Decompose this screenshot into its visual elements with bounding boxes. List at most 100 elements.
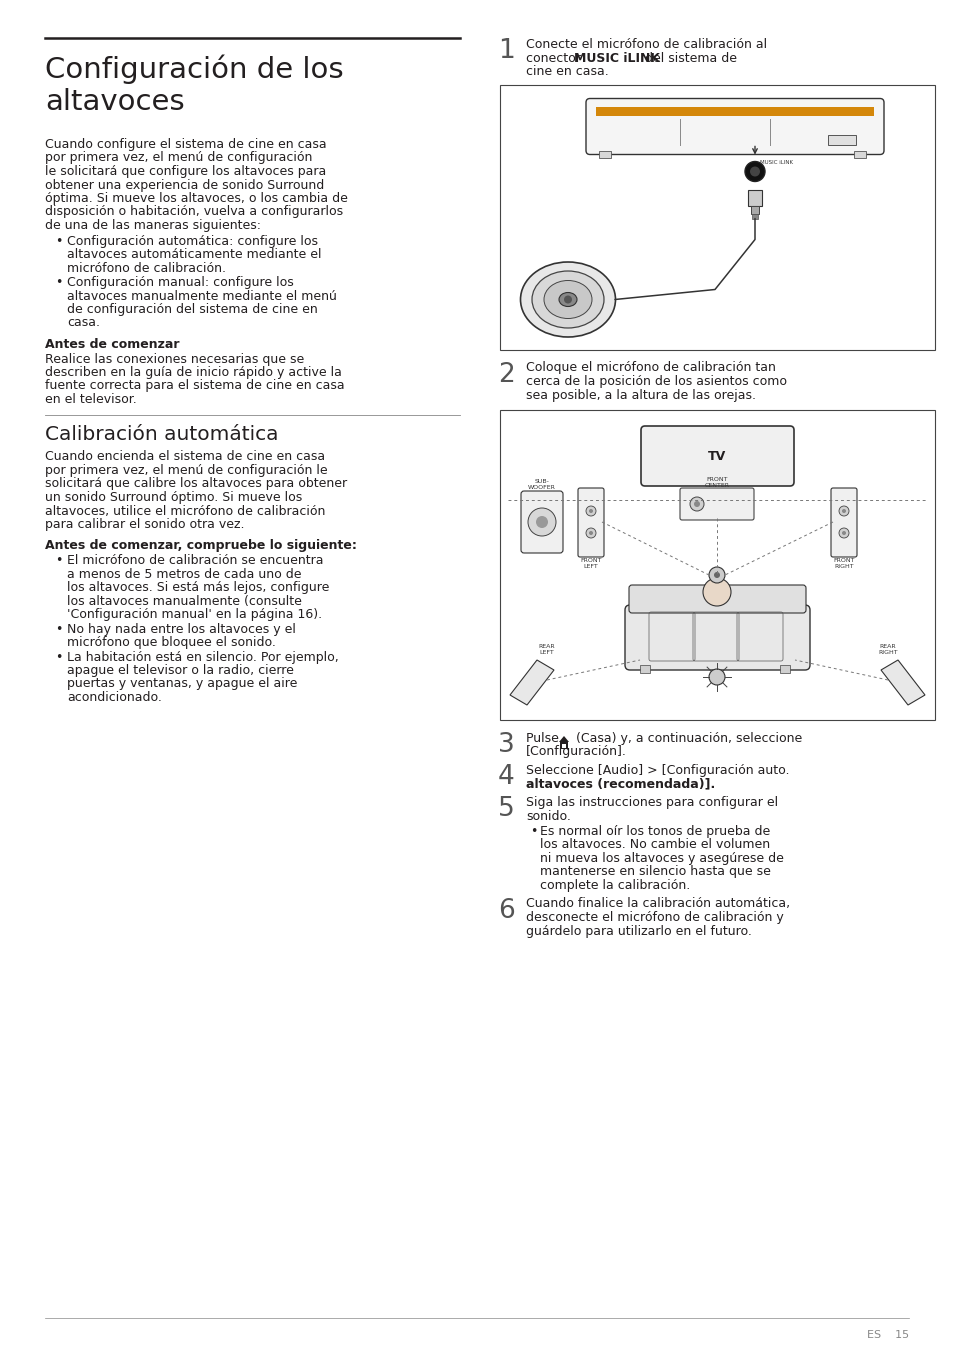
- Text: 3: 3: [497, 732, 515, 757]
- Circle shape: [841, 509, 845, 513]
- Circle shape: [536, 516, 547, 528]
- Circle shape: [588, 531, 593, 535]
- Text: 2: 2: [497, 362, 515, 387]
- Text: Seleccione [Audio] > [Configuración auto.: Seleccione [Audio] > [Configuración auto…: [525, 764, 789, 778]
- Text: Configuración de los: Configuración de los: [45, 55, 343, 85]
- Text: Conecte el micrófono de calibración al: Conecte el micrófono de calibración al: [525, 38, 766, 51]
- Text: le solicitará que configure los altavoces para: le solicitará que configure los altavoce…: [45, 165, 326, 178]
- Text: REAR
RIGHT: REAR RIGHT: [878, 644, 897, 655]
- Text: describen en la guía de inicio rápido y active la: describen en la guía de inicio rápido y …: [45, 366, 341, 379]
- Bar: [747, 189, 761, 205]
- Text: solicitará que calibre los altavoces para obtener: solicitará que calibre los altavoces par…: [45, 478, 347, 490]
- Text: Calibración automática: Calibración automática: [45, 424, 278, 444]
- Text: Antes de comenzar: Antes de comenzar: [45, 338, 179, 351]
- Bar: [499, 85, 934, 350]
- Circle shape: [563, 296, 572, 304]
- Text: desconecte el micrófono de calibración y: desconecte el micrófono de calibración y: [525, 911, 783, 923]
- Text: del sistema de: del sistema de: [640, 51, 737, 65]
- Text: de configuración del sistema de cine en: de configuración del sistema de cine en: [67, 302, 317, 316]
- FancyBboxPatch shape: [520, 491, 562, 554]
- Circle shape: [588, 509, 593, 513]
- Text: 4: 4: [497, 764, 515, 790]
- Circle shape: [689, 497, 703, 512]
- Bar: [499, 410, 934, 720]
- Text: Configuración automática: configure los: Configuración automática: configure los: [67, 235, 317, 247]
- FancyBboxPatch shape: [578, 487, 603, 558]
- Text: por primera vez, el menú de configuración le: por primera vez, el menú de configuració…: [45, 464, 327, 477]
- Text: altavoces, utilice el micrófono de calibración: altavoces, utilice el micrófono de calib…: [45, 505, 325, 517]
- Text: •: •: [55, 622, 62, 636]
- Text: guárdelo para utilizarlo en el futuro.: guárdelo para utilizarlo en el futuro.: [525, 925, 751, 937]
- Bar: [853, 150, 865, 158]
- Circle shape: [693, 501, 700, 508]
- FancyBboxPatch shape: [640, 427, 793, 486]
- Bar: [561, 744, 565, 748]
- Text: fuente correcta para el sistema de cine en casa: fuente correcta para el sistema de cine …: [45, 379, 344, 393]
- Bar: [780, 666, 789, 674]
- Circle shape: [708, 670, 724, 684]
- Text: Pulse: Pulse: [525, 732, 562, 745]
- Ellipse shape: [520, 262, 615, 338]
- Text: casa.: casa.: [67, 316, 100, 329]
- Polygon shape: [510, 660, 554, 705]
- Text: •: •: [55, 275, 62, 289]
- Text: acondicionado.: acondicionado.: [67, 691, 162, 703]
- Circle shape: [585, 528, 596, 539]
- Ellipse shape: [558, 293, 577, 306]
- Text: Cuando encienda el sistema de cine en casa: Cuando encienda el sistema de cine en ca…: [45, 451, 325, 463]
- Bar: [639, 666, 649, 674]
- Text: sea posible, a la altura de las orejas.: sea posible, a la altura de las orejas.: [525, 389, 755, 401]
- Text: •: •: [55, 651, 62, 663]
- Text: los altavoces. Si está más lejos, configure: los altavoces. Si está más lejos, config…: [67, 580, 329, 594]
- Text: los altavoces manualmente (consulte: los altavoces manualmente (consulte: [67, 594, 301, 608]
- Text: Cuando configure el sistema de cine en casa: Cuando configure el sistema de cine en c…: [45, 138, 326, 151]
- Text: MUSIC iLINK: MUSIC iLINK: [574, 51, 659, 65]
- Bar: [827, 135, 855, 144]
- Bar: [598, 150, 610, 158]
- Text: [Configuración].: [Configuración].: [525, 745, 626, 759]
- Text: micrófono que bloquee el sonido.: micrófono que bloquee el sonido.: [67, 636, 275, 649]
- Text: mantenerse en silencio hasta que se: mantenerse en silencio hasta que se: [539, 865, 770, 879]
- FancyBboxPatch shape: [679, 487, 753, 520]
- Bar: [751, 213, 758, 219]
- Text: para calibrar el sonido otra vez.: para calibrar el sonido otra vez.: [45, 518, 244, 531]
- Text: cerca de la posición de los asientos como: cerca de la posición de los asientos com…: [525, 375, 786, 387]
- Text: ni mueva los altavoces y asegúrese de: ni mueva los altavoces y asegúrese de: [539, 852, 783, 865]
- Text: (Casa) y, a continuación, seleccione: (Casa) y, a continuación, seleccione: [572, 732, 801, 745]
- Text: 1: 1: [497, 38, 515, 63]
- Text: altavoces (recomendada)].: altavoces (recomendada)].: [525, 778, 715, 791]
- Circle shape: [702, 578, 730, 606]
- Text: a menos de 5 metros de cada uno de: a menos de 5 metros de cada uno de: [67, 567, 301, 580]
- FancyBboxPatch shape: [628, 585, 805, 613]
- Text: •: •: [530, 825, 537, 838]
- Text: micrófono de calibración.: micrófono de calibración.: [67, 262, 226, 274]
- Circle shape: [527, 508, 556, 536]
- Text: 6: 6: [497, 898, 515, 923]
- Circle shape: [713, 572, 720, 578]
- Text: óptima. Si mueve los altavoces, o los cambia de: óptima. Si mueve los altavoces, o los ca…: [45, 192, 348, 205]
- Text: FRONT
LEFT: FRONT LEFT: [579, 558, 601, 568]
- Text: Realice las conexiones necesarias que se: Realice las conexiones necesarias que se: [45, 352, 304, 366]
- Text: complete la calibración.: complete la calibración.: [539, 879, 690, 892]
- Polygon shape: [558, 736, 568, 742]
- Circle shape: [585, 506, 596, 516]
- Circle shape: [708, 567, 724, 583]
- Text: TV: TV: [707, 450, 725, 463]
- Text: El micrófono de calibración se encuentra: El micrófono de calibración se encuentra: [67, 554, 323, 567]
- Text: Siga las instrucciones para configurar el: Siga las instrucciones para configurar e…: [525, 796, 778, 809]
- Text: altavoces manualmente mediante el menú: altavoces manualmente mediante el menú: [67, 289, 336, 302]
- Text: los altavoces. No cambie el volumen: los altavoces. No cambie el volumen: [539, 838, 769, 852]
- Text: Coloque el micrófono de calibración tan: Coloque el micrófono de calibración tan: [525, 362, 775, 374]
- Circle shape: [838, 528, 848, 539]
- Text: FRONT
CENTER: FRONT CENTER: [703, 477, 729, 487]
- Text: por primera vez, el menú de configuración: por primera vez, el menú de configuració…: [45, 151, 312, 165]
- FancyBboxPatch shape: [830, 487, 856, 558]
- Text: conector: conector: [525, 51, 584, 65]
- Text: apague el televisor o la radio, cierre: apague el televisor o la radio, cierre: [67, 664, 294, 676]
- Text: No hay nada entre los altavoces y el: No hay nada entre los altavoces y el: [67, 622, 295, 636]
- Text: de una de las maneras siguientes:: de una de las maneras siguientes:: [45, 219, 261, 232]
- Text: Es normal oír los tonos de prueba de: Es normal oír los tonos de prueba de: [539, 825, 769, 838]
- Text: •: •: [55, 554, 62, 567]
- Text: MUSIC iLINK: MUSIC iLINK: [760, 159, 792, 165]
- Circle shape: [744, 162, 764, 181]
